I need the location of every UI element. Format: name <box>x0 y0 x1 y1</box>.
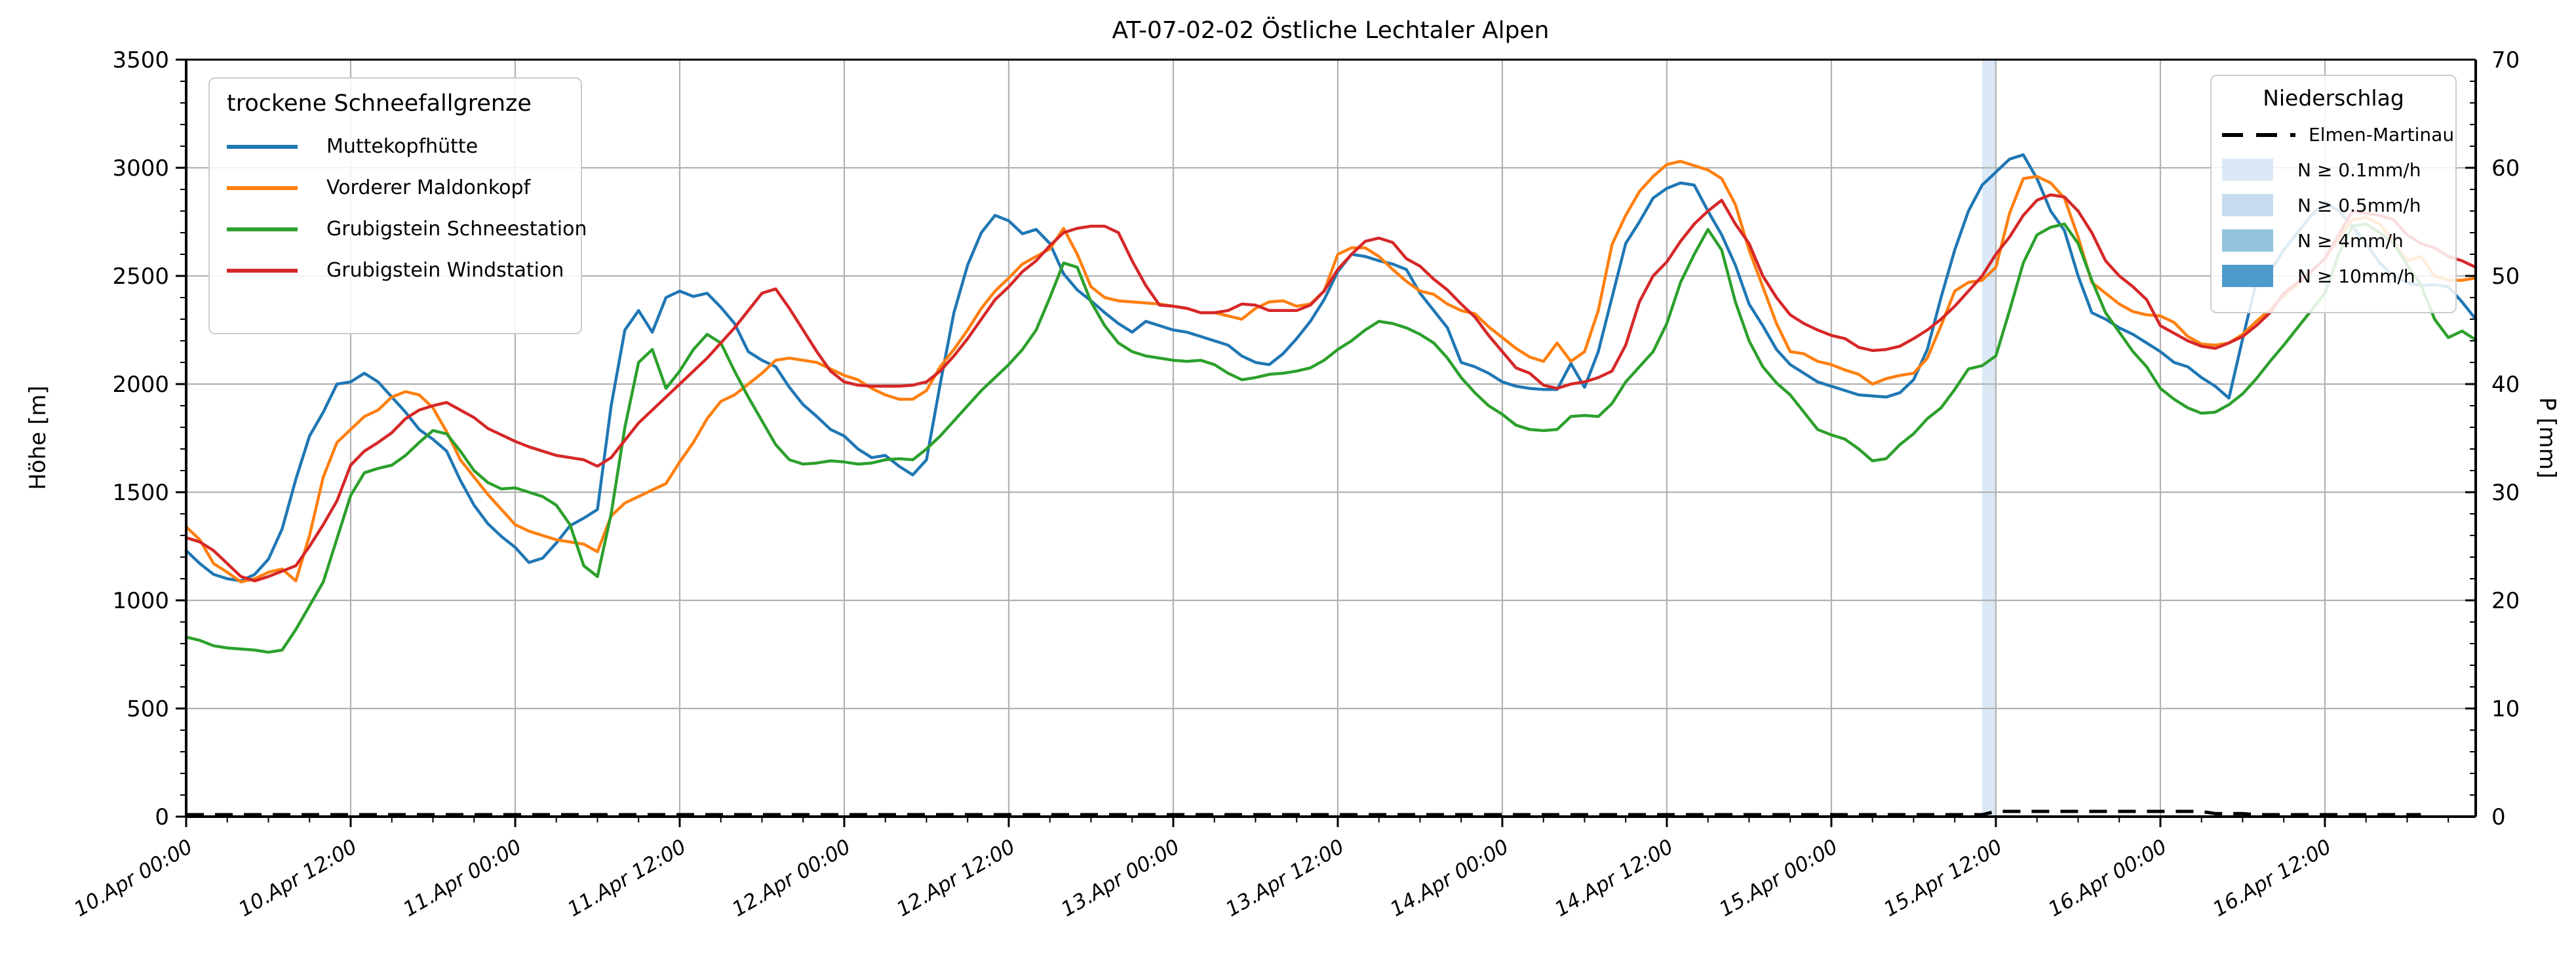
y-axis-label-left: Höhe [m] <box>25 385 51 490</box>
y-left-tick-label: 500 <box>127 696 169 722</box>
x-tick-label: 10.Apr 00:00 <box>70 835 197 922</box>
legend-item-n05: N ≥ 0.5mm/h <box>2212 194 2455 216</box>
legend-snowfall-line: trockene Schneefallgrenze Muttekopfhütte… <box>208 77 587 334</box>
y-right-tick-label: 50 <box>2491 263 2520 290</box>
series-muttekopfhuette <box>184 153 2478 583</box>
x-tick-label: 16.Apr 00:00 <box>2044 835 2171 922</box>
legend-precipitation: Niederschlag Elmen-Martinau N ≥ 0.1mm/h … <box>2210 75 2457 313</box>
precip-band <box>1982 60 1996 817</box>
patch-swatch-n10 <box>2222 265 2273 287</box>
y-right-tick-label: 40 <box>2491 372 2520 398</box>
chart-title: AT-07-02-02 Östliche Lechtaler Alpen <box>1112 17 1550 44</box>
line-swatch-orange <box>227 185 298 190</box>
x-tick-label: 10.Apr 12:00 <box>235 835 361 922</box>
legend-item-label: Muttekopfhütte <box>326 135 478 158</box>
legend-item-label: N ≥ 0.5mm/h <box>2297 194 2421 216</box>
legend-item-vorderer-maldonkopf: Vorderer Maldonkopf <box>227 176 581 199</box>
y-left-tick-label: 1500 <box>112 480 169 506</box>
legend-item-grubigstein-windstation: Grubigstein Windstation <box>227 259 581 282</box>
axes-spines <box>185 58 2477 818</box>
legend-item-label: Elmen-Martinau <box>2309 124 2455 146</box>
x-tick-label: 15.Apr 00:00 <box>1715 835 1842 922</box>
y-left-tick-label: 0 <box>155 804 169 830</box>
y-left-tick-label: 3500 <box>112 47 169 73</box>
x-tick-label: 11.Apr 12:00 <box>564 835 690 922</box>
y-right-tick-label: 30 <box>2491 480 2520 506</box>
x-tick-label: 13.Apr 00:00 <box>1057 835 1184 922</box>
y-right-tick-label: 10 <box>2491 696 2520 722</box>
patch-swatch-n01 <box>2222 159 2273 181</box>
y-right-tick-label: 70 <box>2491 47 2520 73</box>
legend-item-label: N ≥ 10mm/h <box>2297 265 2415 287</box>
y-left-tick-label: 3000 <box>112 155 169 182</box>
x-tick-label: 16.Apr 12:00 <box>2209 835 2335 922</box>
line-swatch-red <box>227 268 298 273</box>
y-left-tick-label: 2500 <box>112 263 169 290</box>
series-grubigstein-windstation <box>184 193 2478 583</box>
line-swatch-blue <box>227 144 298 149</box>
line-swatch-green <box>227 227 298 231</box>
precip-line-elmen-martinau <box>186 809 2421 817</box>
x-tick-label: 15.Apr 12:00 <box>1880 835 2006 922</box>
legend-precipitation-title: Niederschlag <box>2263 85 2404 111</box>
y-axis-label-right: P [mm] <box>2534 397 2560 479</box>
legend-snowfall-title: trockene Schneefallgrenze <box>227 90 532 117</box>
legend-item-n4: N ≥ 4mm/h <box>2212 229 2455 252</box>
y-right-tick-label: 20 <box>2491 588 2520 614</box>
y-left-tick-label: 1000 <box>112 588 169 614</box>
patch-swatch-n05 <box>2222 194 2273 216</box>
legend-item-muttekopfhuette: Muttekopfhütte <box>227 135 581 158</box>
series-grubigstein-schneestation <box>184 222 2478 654</box>
x-tick-label: 12.Apr 00:00 <box>728 835 855 922</box>
legend-item-label: Vorderer Maldonkopf <box>326 176 531 199</box>
legend-item-label: N ≥ 4mm/h <box>2297 229 2404 252</box>
data-series <box>184 153 2478 817</box>
x-tick-label: 12.Apr 12:00 <box>893 835 1019 922</box>
x-tick-label: 13.Apr 12:00 <box>1222 835 1348 922</box>
legend-item-label: Grubigstein Windstation <box>326 259 564 282</box>
y-right-tick-label: 0 <box>2491 804 2506 830</box>
y-right-tick-label: 60 <box>2491 155 2520 182</box>
x-tick-label: 14.Apr 00:00 <box>1386 835 1513 922</box>
patch-swatch-n4 <box>2222 229 2273 252</box>
legend-item-label: N ≥ 0.1mm/h <box>2297 159 2421 181</box>
precip-bands <box>1982 60 1996 817</box>
legend-item-grubigstein-schneestation: Grubigstein Schneestation <box>227 218 587 241</box>
x-tick-label: 11.Apr 00:00 <box>399 835 526 922</box>
legend-item-n10: N ≥ 10mm/h <box>2212 265 2455 287</box>
y-left-tick-label: 2000 <box>112 372 169 398</box>
legend-item-elmen-martinau: Elmen-Martinau <box>2212 124 2455 146</box>
x-tick-label: 14.Apr 12:00 <box>1551 835 1677 922</box>
legend-item-label: Grubigstein Schneestation <box>326 218 587 241</box>
dashed-line-swatch <box>2222 132 2295 137</box>
legend-item-n01: N ≥ 0.1mm/h <box>2212 159 2455 181</box>
